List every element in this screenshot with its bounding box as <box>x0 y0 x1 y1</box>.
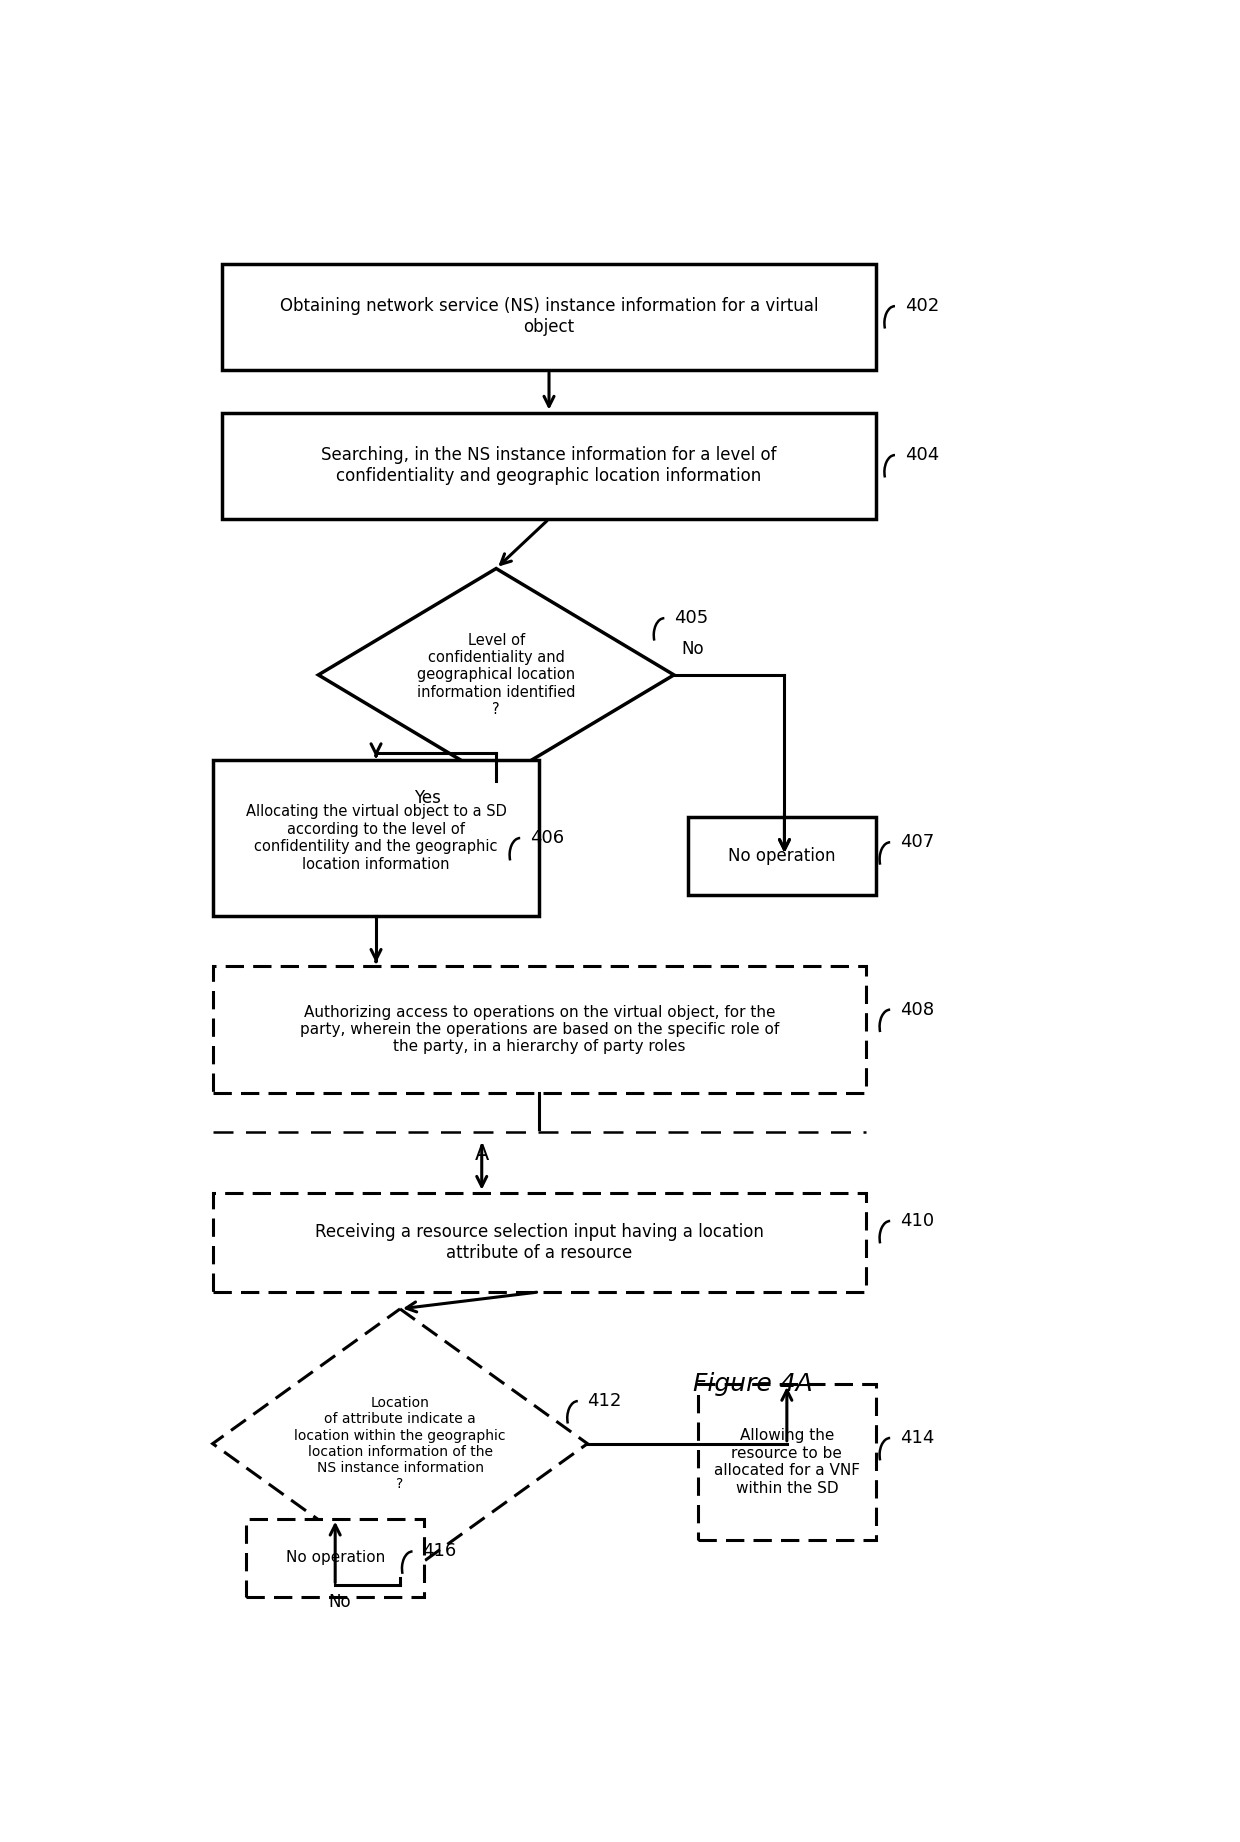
Text: 402: 402 <box>905 297 939 315</box>
FancyBboxPatch shape <box>222 413 875 519</box>
Text: A: A <box>475 1144 489 1164</box>
Text: 406: 406 <box>529 829 564 847</box>
FancyBboxPatch shape <box>222 263 875 370</box>
FancyBboxPatch shape <box>213 761 539 915</box>
Text: 414: 414 <box>900 1429 934 1448</box>
FancyBboxPatch shape <box>698 1383 875 1540</box>
Text: 416: 416 <box>422 1542 456 1560</box>
Text: Obtaining network service (NS) instance information for a virtual
object: Obtaining network service (NS) instance … <box>280 297 818 337</box>
Text: Receiving a resource selection input having a location
attribute of a resource: Receiving a resource selection input hav… <box>315 1223 764 1262</box>
Text: Level of
confidentiality and
geographical location
information identified
?: Level of confidentiality and geographica… <box>417 632 575 717</box>
FancyBboxPatch shape <box>247 1520 424 1597</box>
Polygon shape <box>213 1310 588 1579</box>
Text: Figure 4A: Figure 4A <box>693 1372 813 1396</box>
Text: Searching, in the NS instance information for a level of
confidentiality and geo: Searching, in the NS instance informatio… <box>321 446 776 484</box>
Text: 412: 412 <box>588 1393 621 1411</box>
FancyBboxPatch shape <box>213 965 866 1094</box>
Polygon shape <box>319 569 675 781</box>
Text: 404: 404 <box>905 446 939 464</box>
FancyBboxPatch shape <box>688 816 875 895</box>
Text: No: No <box>327 1593 351 1610</box>
Text: No: No <box>682 639 704 658</box>
Text: No operation: No operation <box>728 847 836 864</box>
Text: 410: 410 <box>900 1212 934 1230</box>
Text: 408: 408 <box>900 1000 934 1019</box>
Text: Authorizing access to operations on the virtual object, for the
party, wherein t: Authorizing access to operations on the … <box>300 1004 779 1054</box>
Text: Yes: Yes <box>414 788 441 807</box>
Text: 407: 407 <box>900 833 934 851</box>
Text: No operation: No operation <box>285 1551 384 1566</box>
Text: Location
of attribute indicate a
location within the geographic
location informa: Location of attribute indicate a locatio… <box>294 1396 506 1492</box>
Text: Allocating the virtual object to a SD
according to the level of
confidentility a: Allocating the virtual object to a SD ac… <box>246 805 506 871</box>
Text: Allowing the
resource to be
allocated for a VNF
within the SD: Allowing the resource to be allocated fo… <box>714 1429 859 1496</box>
Text: 405: 405 <box>675 610 708 626</box>
FancyBboxPatch shape <box>213 1192 866 1291</box>
